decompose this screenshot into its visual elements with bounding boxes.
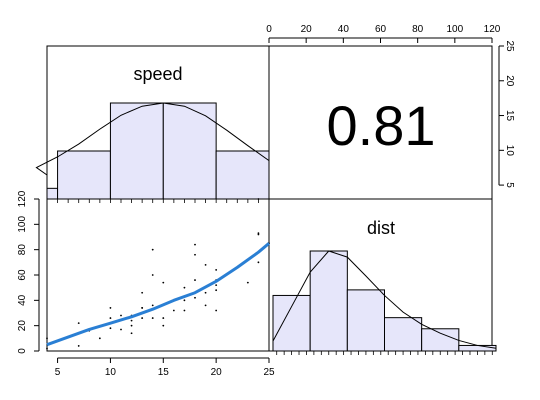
scatter-point (183, 299, 186, 302)
left-axis-label: 120 (17, 190, 28, 207)
dist-bar-1 (309, 250, 348, 352)
scatter-point (130, 324, 133, 327)
scatter-point (257, 261, 260, 264)
top-axis-label: 40 (338, 24, 350, 35)
scatter-point (151, 274, 154, 276)
panel-scatter (46, 198, 270, 352)
bottom-axis-label: 5 (55, 367, 61, 378)
right-axis-label: 10 (504, 145, 515, 157)
scatter-point (141, 307, 144, 309)
variable-label-dist: dist (367, 218, 395, 238)
scatter-point (215, 269, 218, 271)
right-axis-label: 5 (504, 182, 515, 188)
scatter-point (77, 345, 80, 347)
scatter-point (130, 319, 133, 322)
speed-density-curve (35, 102, 270, 176)
speed-bar-4 (215, 150, 270, 200)
dist-density-curve (272, 250, 497, 349)
left-axis-label: 60 (17, 269, 28, 281)
dist-histogram (272, 250, 497, 355)
speed-bar-0 (46, 187, 59, 200)
scatter-point (151, 248, 154, 251)
speed-bar-1 (57, 150, 111, 200)
scatter-point (194, 279, 196, 281)
top-axis-label: 60 (375, 24, 387, 35)
speed-histogram (35, 102, 270, 203)
scatter-point (215, 284, 218, 287)
dist-bar-2 (346, 289, 386, 352)
left-axis-label: 0 (17, 348, 28, 354)
scatter-point (257, 198, 260, 200)
variable-label-speed: speed (133, 64, 182, 84)
scatter-point (162, 324, 165, 327)
left-axis-label: 100 (17, 216, 28, 233)
scatter-point (109, 307, 112, 309)
scatter-point (257, 233, 260, 236)
scatter-point (194, 253, 196, 256)
left-axis-label: 20 (17, 320, 28, 332)
smooth-line (46, 242, 270, 347)
scatter-point (162, 317, 165, 319)
dist-bar-3 (384, 317, 423, 352)
scatter-point (183, 286, 186, 289)
scatter-point (151, 317, 154, 319)
scatter-point (183, 309, 186, 312)
top-axis-label: 0 (266, 24, 272, 35)
scatter-point (46, 347, 48, 350)
scatter-point (141, 291, 144, 294)
left-axis-label: 80 (17, 244, 28, 256)
top-axis-label: 80 (412, 24, 424, 35)
speed-dist-scatter (46, 198, 270, 350)
left-axis-label: 40 (17, 294, 28, 306)
scatter-point (204, 263, 207, 266)
scatter-point (257, 232, 260, 235)
scatter-point (162, 281, 165, 284)
correlation-value: 0.81 (327, 94, 436, 157)
bottom-axis-label: 25 (263, 367, 275, 378)
scatter-point (204, 291, 207, 294)
bottom-axis-label: 10 (105, 367, 117, 378)
dist-bar-0 (272, 294, 311, 352)
right-axis-label: 15 (504, 110, 515, 122)
dist-bar-5 (458, 344, 497, 352)
scatter-point (120, 314, 122, 317)
bottom-axis-label: 20 (211, 367, 223, 378)
scatter-point (194, 243, 196, 246)
right-axis-label: 20 (504, 75, 515, 87)
top-axis-label: 20 (301, 24, 313, 35)
top-axis-label: 120 (484, 24, 501, 35)
top-axis-label: 100 (446, 24, 463, 35)
right-axis-label: 25 (504, 40, 515, 52)
scatter-point (109, 317, 112, 319)
scatter-point (204, 304, 207, 307)
scatter-point (130, 332, 133, 335)
dist-bar-4 (421, 328, 460, 352)
scatter-point (98, 337, 101, 340)
speed-bar-3 (162, 102, 217, 200)
scatter-point (46, 337, 48, 340)
scatter-point (215, 309, 218, 312)
scatter-point (172, 309, 175, 312)
scatter-point (246, 281, 249, 284)
scatter-point (194, 296, 196, 299)
scatter-point (120, 328, 122, 331)
scatter-point (215, 289, 218, 292)
speed-bar-2 (109, 102, 164, 200)
scatter-point (77, 322, 80, 325)
scatter-point (151, 304, 154, 307)
bottom-axis-label: 15 (158, 367, 170, 378)
scatter-point (141, 317, 144, 319)
scatter-point (109, 327, 112, 330)
